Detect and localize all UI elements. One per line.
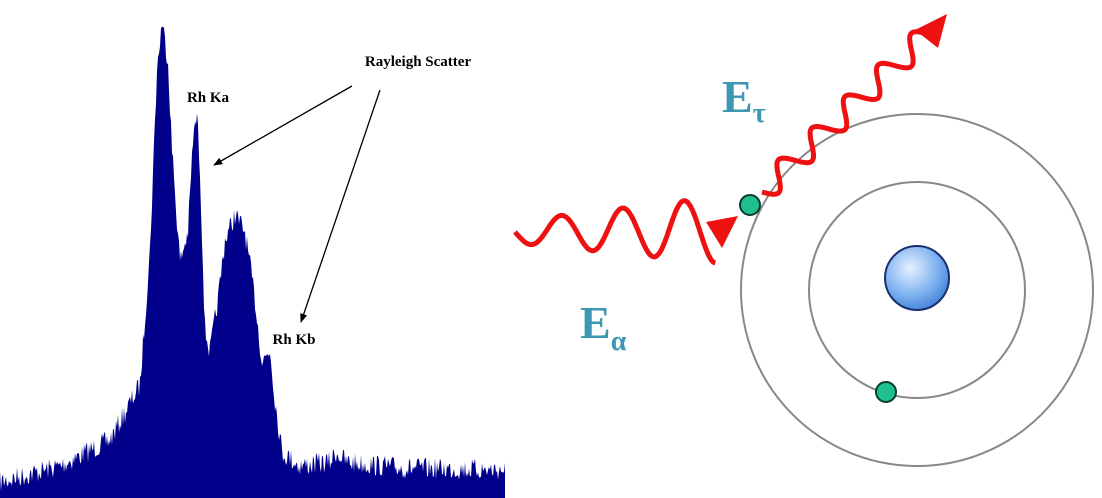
- nucleus: [885, 246, 949, 310]
- emitted-energy: Eτ: [722, 71, 766, 129]
- arrow: [214, 86, 352, 165]
- arrow: [301, 90, 380, 322]
- incident-energy: Eα: [580, 297, 627, 357]
- incident-wave: [515, 201, 715, 263]
- electron: [876, 382, 896, 402]
- electron: [740, 195, 760, 215]
- arrow-head: [915, 14, 947, 48]
- arrow-head: [706, 216, 738, 248]
- label: Rh Ka: [187, 90, 230, 106]
- page: Rayleigh Scatter Rh Ka Rh Kb Eτ Eα: [0, 0, 1102, 498]
- label: Rayleigh Scatter: [365, 54, 472, 70]
- spectrum: [0, 27, 505, 498]
- label: Rh Kb: [273, 332, 316, 348]
- emitted-wave: [762, 32, 928, 195]
